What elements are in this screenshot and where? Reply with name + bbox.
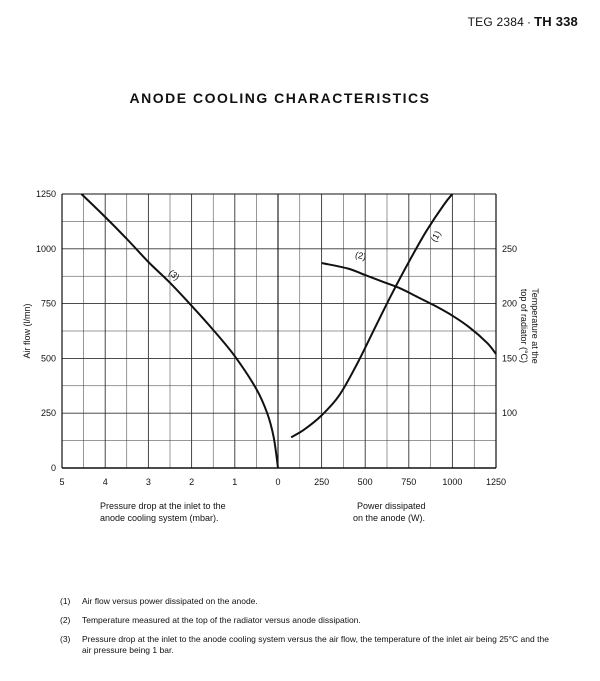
tube-ref: TH 338: [534, 14, 578, 29]
y2-tick-label: 150: [502, 353, 517, 363]
x-tick-label-left: 5: [59, 477, 64, 487]
note-text: Temperature measured at the top of the r…: [82, 615, 361, 625]
y-tick-label: 1000: [36, 244, 56, 254]
right-x-caption: Power dissipated on the anode (W).: [353, 500, 426, 524]
note-number: (1): [60, 596, 71, 606]
curve-2-label: (2): [354, 250, 367, 262]
curve-2-temperature: [321, 262, 497, 355]
note-item: (2) Temperature measured at the top of t…: [60, 615, 560, 626]
right-axis-title-line2: top of radiator (°C): [519, 289, 529, 363]
right-axis-title-line1: Temperature at the: [530, 288, 540, 364]
x-tick-label-right: 500: [358, 477, 373, 487]
note-item: (3) Pressure drop at the inlet to the an…: [60, 634, 560, 656]
y-tick-label: 1250: [36, 189, 56, 199]
notes-list: (1) Air flow versus power dissipated on …: [60, 596, 560, 664]
note-number: (3): [60, 634, 71, 644]
left-axis-title: Air flow (l/mn): [22, 303, 32, 358]
x-tick-label-left: 0: [275, 477, 280, 487]
left-x-caption: Pressure drop at the inlet to the anode …: [100, 500, 226, 524]
x-tick-label-left: 3: [146, 477, 151, 487]
y-tick-label: 500: [41, 353, 56, 363]
x-tick-label-left: 2: [189, 477, 194, 487]
page-title: ANODE COOLING CHARACTERISTICS: [129, 90, 431, 106]
document-reference: TEG 2384 · TH 338: [468, 14, 578, 29]
right-x-caption-line1: Power dissipated: [357, 501, 426, 511]
left-x-caption-line2: anode cooling system (mbar).: [100, 513, 219, 523]
note-text: Pressure drop at the inlet to the anode …: [82, 634, 549, 655]
ref-separator: ·: [526, 15, 532, 29]
curve-1-label: (1): [429, 229, 443, 244]
y-tick-label: 0: [51, 463, 56, 473]
note-text: Air flow versus power dissipated on the …: [82, 596, 258, 606]
x-tick-label-right: 250: [314, 477, 329, 487]
x-tick-label-right: 1000: [442, 477, 462, 487]
y2-tick-label: 200: [502, 299, 517, 309]
x-tick-label-left: 1: [232, 477, 237, 487]
curve-1-air-flow: [290, 193, 454, 439]
y2-tick-label: 100: [502, 408, 517, 418]
doc-ref: TEG 2384: [467, 15, 524, 29]
y-tick-label: 250: [41, 408, 56, 418]
right-x-caption-line2: on the anode (W).: [353, 513, 426, 523]
note-number: (2): [60, 615, 71, 625]
left-x-caption-line1: Pressure drop at the inlet to the: [100, 501, 226, 511]
curve-3-label: (3): [167, 268, 182, 283]
y2-tick-label: 250: [502, 244, 517, 254]
y-tick-label: 750: [41, 299, 56, 309]
curve-3-pressure-drop: [80, 193, 279, 469]
note-item: (1) Air flow versus power dissipated on …: [60, 596, 560, 607]
x-tick-label-right: 750: [401, 477, 416, 487]
x-tick-label-left: 4: [103, 477, 108, 487]
x-tick-label-right: 1250: [486, 477, 506, 487]
